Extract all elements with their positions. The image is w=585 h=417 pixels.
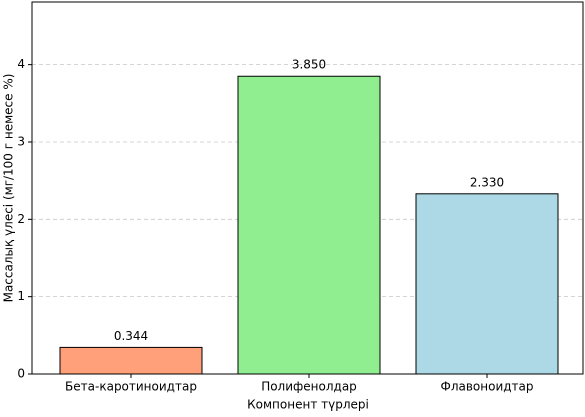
y-tick-label: 4 (17, 57, 25, 71)
value-label: 0.344 (114, 329, 148, 343)
plot-frame (31, 1, 584, 375)
bar (415, 193, 559, 375)
x-tick-label: Флавоноидтар (440, 380, 533, 394)
bar (237, 75, 381, 375)
y-tick-label: 1 (17, 289, 25, 303)
x-axis-label: Компонент түрлері (247, 398, 369, 412)
value-label: 3.850 (292, 58, 326, 72)
value-label: 2.330 (470, 175, 504, 189)
y-tick-label: 2 (17, 212, 25, 226)
x-tick-label: Бета-каротиноидтар (65, 380, 197, 394)
y-axis-label: Массалық үлесі (мг/100 г немесе %) (2, 74, 16, 303)
bar (59, 346, 203, 375)
y-tick-label: 3 (17, 134, 25, 148)
y-tick-label: 0 (17, 367, 25, 381)
x-tick-label: Полифенолдар (261, 380, 357, 394)
